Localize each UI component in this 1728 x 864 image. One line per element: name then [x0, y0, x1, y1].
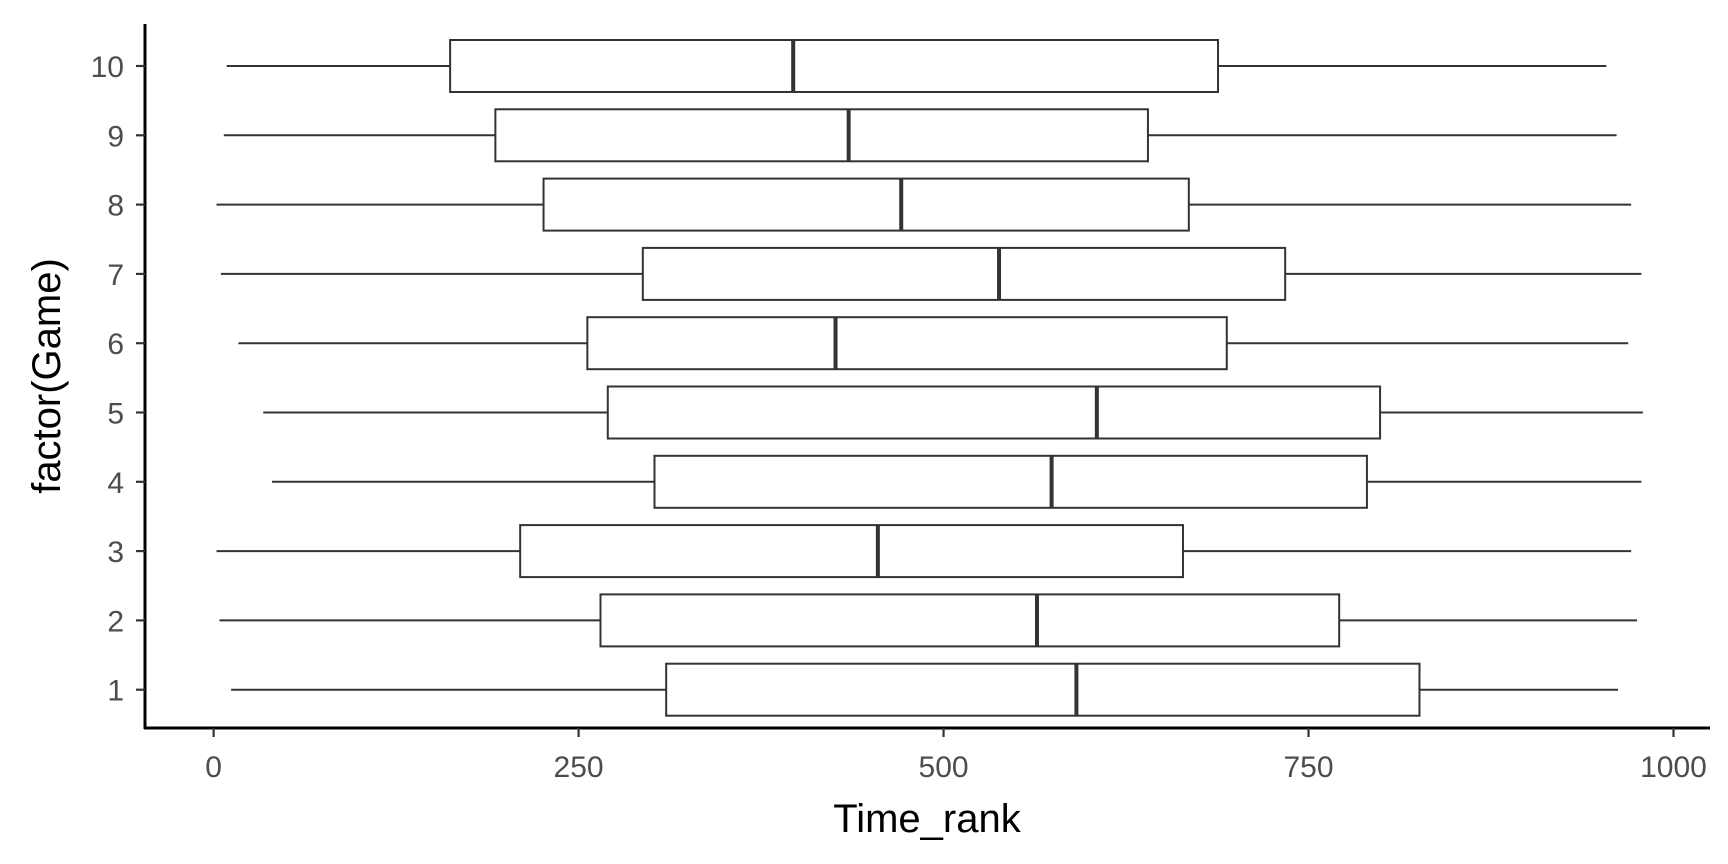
box-game-5	[263, 385, 1643, 440]
iqr-box	[494, 108, 1149, 163]
y-tick-label: 7	[107, 259, 124, 292]
box-game-2	[219, 593, 1638, 648]
iqr-box	[586, 316, 1228, 371]
iqr-box	[665, 662, 1421, 717]
plot-area	[216, 39, 1643, 717]
box-game-4	[272, 454, 1642, 509]
iqr-box	[599, 593, 1341, 648]
box-game-8	[216, 177, 1632, 232]
box-game-7	[220, 246, 1642, 301]
box-game-3	[216, 524, 1632, 579]
x-tick-label: 250	[554, 751, 604, 784]
x-tick-label: 500	[919, 751, 969, 784]
iqr-box	[449, 39, 1220, 93]
y-tick-label: 9	[107, 120, 124, 153]
iqr-box	[542, 177, 1190, 232]
iqr-box	[641, 246, 1287, 301]
iqr-box	[606, 385, 1382, 440]
y-tick-label: 5	[107, 398, 124, 431]
box-game-1	[231, 662, 1619, 717]
y-axis-title: factor(Game)	[25, 258, 69, 494]
iqr-box	[653, 454, 1368, 509]
y-tick-label: 6	[107, 328, 124, 361]
x-axis-ticks: 0 250 500 750 1000	[205, 728, 1707, 784]
y-tick-label: 8	[107, 190, 124, 223]
x-axis-title: Time_rank	[833, 797, 1021, 841]
x-tick-label: 0	[205, 751, 222, 784]
iqr-box	[519, 524, 1184, 579]
y-tick-label: 3	[107, 536, 124, 569]
x-tick-label: 1000	[1640, 751, 1707, 784]
y-tick-label: 4	[107, 467, 124, 500]
axes	[143, 24, 1710, 730]
x-tick-label: 750	[1283, 751, 1333, 784]
box-game-9	[223, 108, 1617, 163]
box-game-6	[238, 316, 1629, 371]
y-tick-label: 1	[107, 675, 124, 708]
y-axis-ticks: 1 2 3 4 5 6 7 8 9 10	[91, 51, 145, 708]
y-tick-label: 10	[91, 51, 124, 84]
box-game-10	[226, 39, 1607, 93]
y-tick-label: 2	[107, 605, 124, 638]
